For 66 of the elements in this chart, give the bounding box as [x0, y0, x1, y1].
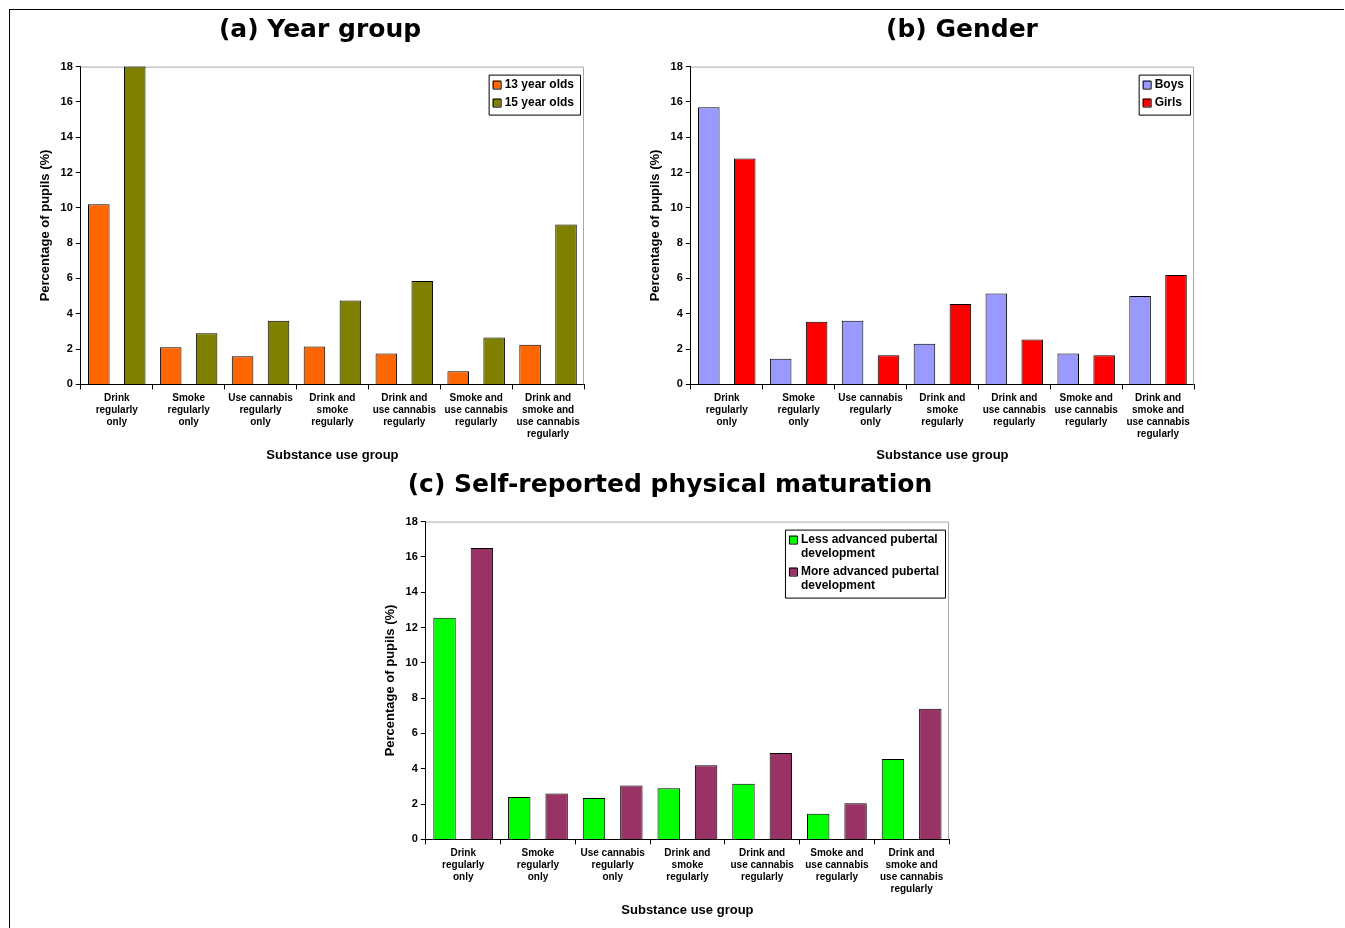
x-tick-label: Drink regularly only	[442, 847, 485, 883]
x-tick-label: Drink and smoke regularly	[664, 847, 711, 883]
y-tick-label: 6	[676, 271, 683, 284]
x-tick-label: Use cannabis regularly only	[580, 847, 646, 883]
x-tick-label: Drink and use cannabis regularly	[372, 392, 437, 428]
x-tick-label: Smoke and use cannabis regularly	[805, 847, 870, 883]
y-tick-label: 12	[60, 165, 73, 178]
x-tick-label: Drink and smoke and use cannabis regularly	[1126, 392, 1191, 440]
chart-title: (c) Self-reported physical maturation	[406, 469, 934, 498]
x-axis-title: Substance use group	[876, 446, 1009, 462]
x-tick-label: Smoke regularly only	[516, 847, 560, 883]
y-tick-label: 2	[66, 342, 73, 355]
y-tick-label: 0	[66, 377, 73, 390]
y-tick-label: 18	[670, 59, 683, 72]
legend-label: Girls	[1154, 94, 1183, 109]
y-tick-label: 16	[670, 94, 683, 107]
y-tick-label: 8	[411, 691, 418, 704]
legend-label: Less advanced pubertal development	[800, 531, 938, 560]
y-tick-label: 16	[405, 549, 418, 562]
chart-title: (b) Gender	[885, 14, 1039, 43]
y-axis-title: Percentage of pupils (%)	[382, 604, 398, 757]
x-axis-title: Substance use group	[266, 446, 399, 462]
y-axis-title: Percentage of pupils (%)	[647, 149, 663, 302]
x-tick-label: Smoke and use cannabis regularly	[444, 392, 509, 428]
x-axis-title: Substance use group	[621, 901, 754, 917]
y-tick-label: 18	[405, 514, 418, 527]
y-tick-label: 4	[676, 306, 684, 319]
y-tick-label: 4	[66, 306, 74, 319]
y-tick-label: 14	[405, 585, 419, 598]
y-tick-label: 0	[411, 832, 418, 845]
x-tick-label: Smoke and use cannabis regularly	[1054, 392, 1119, 428]
y-tick-label: 2	[676, 342, 683, 355]
y-tick-label: 12	[405, 620, 418, 633]
y-tick-label: 0	[676, 377, 683, 390]
x-tick-label: Drink and smoke and use cannabis regularly	[516, 392, 581, 440]
y-tick-label: 6	[411, 726, 418, 739]
y-tick-label: 2	[411, 797, 418, 810]
y-axis-title: Percentage of pupils (%)	[37, 149, 53, 302]
x-tick-label: Use cannabis regularly only	[228, 392, 294, 428]
x-tick-label: Drink regularly only	[705, 392, 749, 428]
y-tick-label: 14	[670, 130, 684, 143]
x-tick-label: Drink and smoke regularly	[309, 392, 356, 428]
legend-label: Boys	[1154, 76, 1185, 91]
legend-label: 15 year olds	[504, 94, 575, 109]
x-tick-label: Drink regularly only	[95, 392, 139, 428]
y-tick-label: 4	[411, 761, 419, 774]
y-tick-label: 16	[60, 94, 73, 107]
y-tick-label: 14	[60, 130, 74, 143]
y-tick-label: 6	[66, 271, 73, 284]
legend-label: 13 year olds	[504, 76, 575, 91]
y-tick-label: 12	[670, 165, 683, 178]
y-tick-label: 10	[670, 200, 683, 213]
x-tick-label: Drink and smoke regularly	[919, 392, 966, 428]
x-tick-label: Drink and use cannabis regularly	[730, 847, 795, 883]
x-tick-label: Use cannabis regularly only	[838, 392, 904, 428]
x-tick-label: Drink and use cannabis regularly	[982, 392, 1047, 428]
x-tick-label: Smoke regularly only	[777, 392, 821, 428]
x-tick-label: Smoke regularly only	[167, 392, 211, 428]
x-tick-label: Drink and smoke and use cannabis regularly	[879, 847, 944, 895]
legend-label: More advanced pubertal development	[800, 563, 940, 592]
y-tick-label: 18	[60, 59, 73, 72]
y-tick-label: 8	[66, 236, 73, 249]
y-tick-label: 8	[676, 236, 683, 249]
chart-title: (a) Year group	[217, 14, 423, 43]
y-tick-label: 10	[405, 655, 418, 668]
y-tick-label: 10	[60, 200, 73, 213]
